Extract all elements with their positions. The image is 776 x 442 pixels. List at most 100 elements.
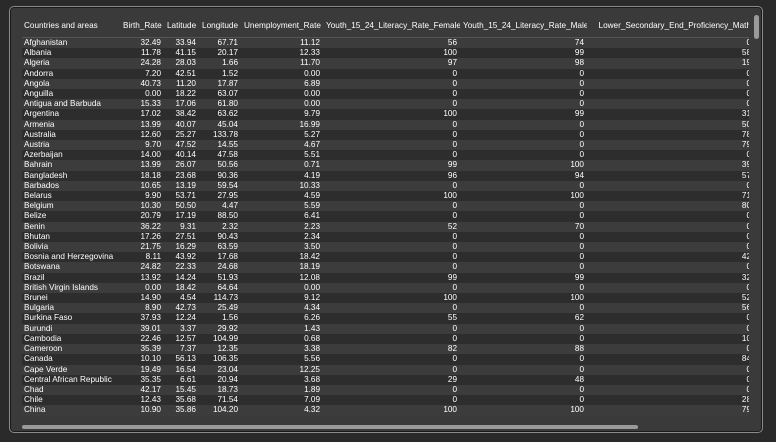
table-header-row: Countries and areas Birth_Rate Latitude Lon… (22, 13, 749, 38)
table-cell: 18.18 (120, 170, 164, 181)
table-cell: 0 (323, 303, 460, 314)
table-cell: 18.42 (164, 282, 199, 294)
table-cell: 4.34 (241, 303, 323, 314)
table-cell: 13.19 (164, 180, 199, 192)
table-cell: 0 (323, 78, 460, 90)
table-cell: 4.19 (241, 170, 323, 181)
table-cell: 20.94 (199, 374, 241, 385)
table-cell: 78 (587, 129, 749, 141)
table-cell: 62 (460, 313, 587, 324)
table-cell: Afghanistan (22, 37, 120, 49)
table-cell: 88.50 (199, 211, 241, 222)
table-cell: 79 (587, 405, 749, 416)
table-row[interactable]: Bosnia and Herzegovina 8.11 43.92 17.68 18.4… (22, 252, 749, 263)
table-cell: 0 (323, 395, 460, 406)
table-cell: 36.22 (120, 221, 164, 232)
table-cell: 15.33 (120, 99, 164, 110)
table-cell: 80 (587, 201, 749, 212)
table-cell: 4.32 (241, 405, 323, 416)
table-cell: Bolivia (22, 242, 120, 253)
table-cell: 12.35 (199, 344, 241, 355)
table-cell: Bosnia and Herzegovina (22, 252, 120, 263)
table-cell: Antigua and Barbuda (22, 99, 120, 110)
table-row[interactable]: Central African Republic 35.35 6.61 20.94 3.… (22, 374, 749, 385)
table-cell: China (22, 405, 120, 416)
table-cell: 14.00 (120, 150, 164, 161)
horizontal-scrollbar-thumb[interactable] (22, 425, 638, 429)
table-cell: 0 (587, 37, 749, 49)
table-cell: 1.66 (199, 58, 241, 69)
table-cell: Brunei (22, 293, 120, 304)
table-cell: 10.33 (241, 180, 323, 192)
column-header[interactable]: Lower_Secondary_End_Proficiency_Math (587, 13, 749, 38)
table-cell: 0 (323, 252, 460, 263)
column-header[interactable]: Latitude (164, 13, 199, 38)
table-cell: 0 (587, 68, 749, 79)
vertical-scrollbar[interactable] (753, 15, 760, 419)
table-cell: 40.14 (164, 150, 199, 161)
table-cell: 0 (460, 129, 587, 141)
vertical-scrollbar-thumb[interactable] (754, 15, 759, 39)
table-cell: 51.93 (199, 272, 241, 283)
table-cell: 17.26 (120, 231, 164, 243)
table-cell: 0 (460, 395, 587, 406)
table-cell: 14.24 (164, 272, 199, 283)
table-cell: 0 (460, 282, 587, 294)
table-cell: 0.00 (241, 68, 323, 79)
table-cell: Benin (22, 221, 120, 232)
table-cell: 8.11 (120, 252, 164, 263)
table-cell: 0 (323, 384, 460, 396)
column-header[interactable]: Youth_15_24_Literacy_Rate_Male (460, 13, 587, 38)
table-cell: 0 (587, 150, 749, 161)
data-table: Countries and areas Birth_Rate Latitude Lon… (22, 13, 749, 416)
table-cell: 12.60 (120, 129, 164, 141)
table-row[interactable]: Antigua and Barbuda 15.33 17.06 61.80 0.00 0 0… (22, 99, 749, 110)
column-header[interactable]: Birth_Rate (120, 13, 164, 38)
column-header[interactable]: Unemployment_Rate (241, 13, 323, 38)
horizontal-scrollbar[interactable] (22, 424, 738, 430)
column-header[interactable]: Countries and areas (22, 13, 120, 38)
table-cell: 0 (460, 119, 587, 130)
table-cell: 12.57 (164, 333, 199, 345)
table-cell: Cambodia (22, 333, 120, 345)
table-cell: 1.43 (241, 323, 323, 334)
column-header[interactable]: Longitude (199, 13, 241, 38)
table-cell: Andorra (22, 68, 120, 79)
table-row[interactable]: British Virgin Islands 0.00 18.42 64.64 0.00… (22, 282, 749, 294)
table-cell: 22.46 (120, 333, 164, 345)
column-header[interactable]: Youth_15_24_Literacy_Rate_Female (323, 13, 460, 38)
